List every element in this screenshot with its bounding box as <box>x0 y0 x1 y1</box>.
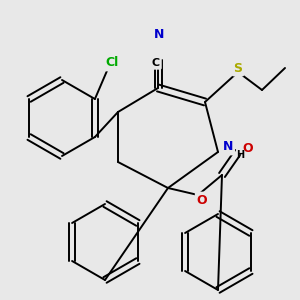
Text: H: H <box>236 150 244 160</box>
Text: N: N <box>223 140 233 154</box>
Text: S: S <box>233 61 242 74</box>
Text: O: O <box>243 142 253 155</box>
Text: Cl: Cl <box>105 56 119 70</box>
Text: O: O <box>197 194 207 206</box>
Text: C: C <box>152 58 160 68</box>
Text: N: N <box>154 28 164 41</box>
